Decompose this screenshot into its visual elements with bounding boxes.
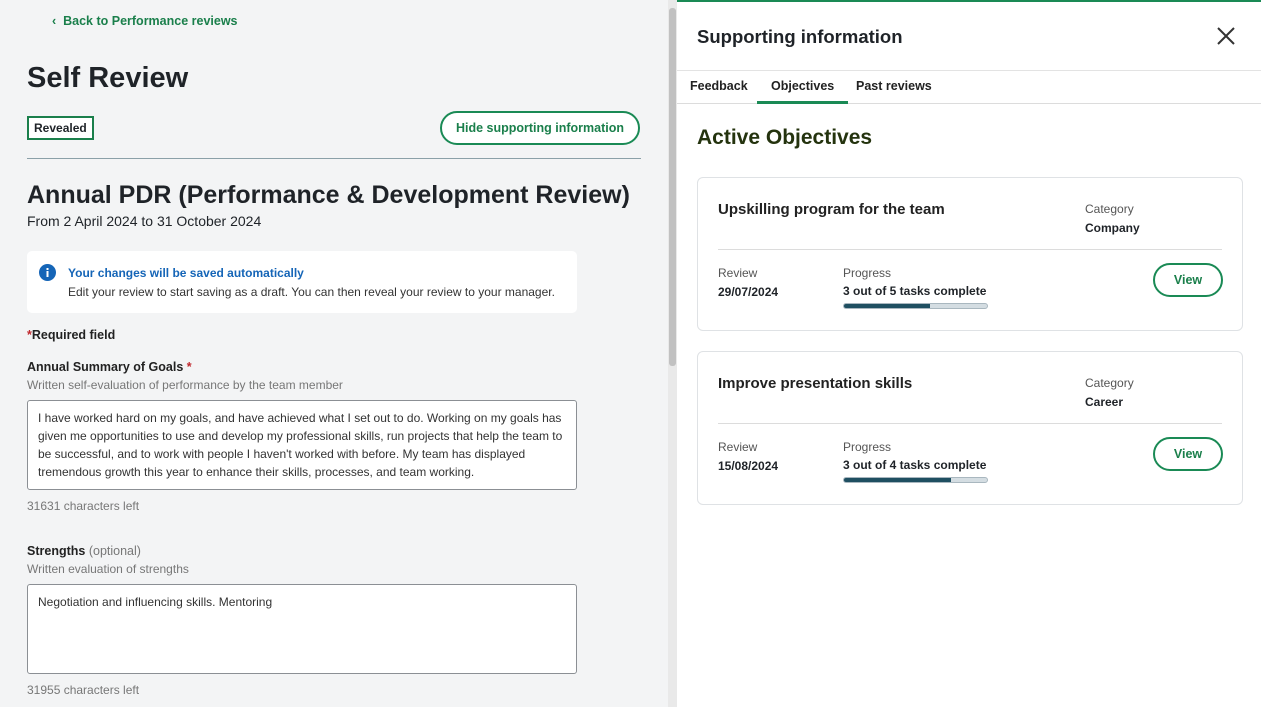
notice-title: Your changes will be saved automatically [68, 266, 304, 280]
progress-text: 3 out of 5 tasks complete [843, 284, 987, 298]
divider [27, 158, 641, 159]
text-area[interactable]: Negotiation and influencing skills. Ment… [27, 584, 577, 674]
progress-label: Progress [843, 266, 892, 280]
objective-title: Upskilling program for the team [718, 201, 945, 218]
info-icon [39, 264, 56, 281]
category-value: Company [1085, 221, 1140, 235]
char-counter: 31955 characters left [27, 683, 140, 697]
review-label: Review [718, 440, 758, 454]
progress-text: 3 out of 4 tasks complete [843, 458, 987, 472]
tab[interactable]: Feedback [690, 79, 748, 93]
tab-border [677, 103, 1261, 104]
category-value: Career [1085, 395, 1124, 409]
required-marker: * [27, 328, 32, 342]
review-form: ‹ Back to Performance reviews Self Revie… [0, 0, 668, 707]
required-text: Required field [31, 328, 116, 342]
review-title: Annual PDR (Performance & Development Re… [27, 181, 630, 209]
review-period: From 2 April 2024 to 31 October 2024 [27, 213, 262, 229]
objective-card: Upskilling program for the team Category C… [697, 177, 1243, 331]
back-link-text[interactable]: Back to Performance reviews [63, 14, 238, 28]
field-hint: Written evaluation of strengths [27, 562, 189, 576]
divider [718, 423, 1222, 424]
review-label: Review [718, 266, 758, 280]
progress-fill [844, 478, 952, 482]
view-button[interactable]: View [1153, 263, 1223, 297]
optional-marker: (optional) [88, 544, 141, 558]
close-button[interactable] [1216, 26, 1236, 46]
review-date: 29/07/2024 [718, 285, 779, 299]
notice-text: Edit your review to start saving as a dr… [68, 285, 555, 299]
required-marker: * [186, 360, 192, 374]
field-label: Strengths (optional) [27, 544, 141, 558]
char-counter: 31631 characters left [27, 499, 140, 513]
page-title: Self Review [27, 62, 189, 94]
category-label: Category [1085, 376, 1134, 390]
tab[interactable]: Past reviews [856, 79, 932, 93]
field-label: Annual Summary of Goals * [27, 360, 192, 374]
objective-title: Improve presentation skills [718, 375, 913, 392]
field-label-text: Strengths [27, 544, 86, 558]
notice: Your changes will be saved automatically… [27, 251, 577, 313]
progress-track [843, 477, 988, 483]
review-date: 15/08/2024 [718, 459, 779, 473]
progress-label: Progress [843, 440, 892, 454]
field-hint: Written self-evaluation of performance b… [27, 378, 343, 392]
text-area[interactable]: I have worked hard on my goals, and have… [27, 400, 577, 490]
progress-track [843, 303, 988, 309]
back-link[interactable]: ‹ Back to Performance reviews [52, 14, 238, 28]
progress-fill [844, 304, 930, 308]
divider [718, 249, 1222, 250]
scrollbar-thumb[interactable] [669, 8, 676, 366]
section-heading: Active Objectives [697, 126, 873, 149]
panel-title: Supporting information [697, 26, 903, 47]
status-badge: Revealed [27, 116, 94, 140]
category-label: Category [1085, 202, 1134, 216]
required-note: *Required field [27, 328, 115, 342]
field-label-text: Annual Summary of Goals [27, 360, 184, 374]
divider [677, 70, 1261, 71]
active-tab-indicator [757, 101, 849, 104]
tab[interactable]: Objectives [771, 79, 835, 93]
objective-card: Improve presentation skills Category Caree… [697, 351, 1243, 505]
toggle-button[interactable]: Hide supporting information [440, 111, 640, 145]
view-button[interactable]: View [1153, 437, 1223, 471]
